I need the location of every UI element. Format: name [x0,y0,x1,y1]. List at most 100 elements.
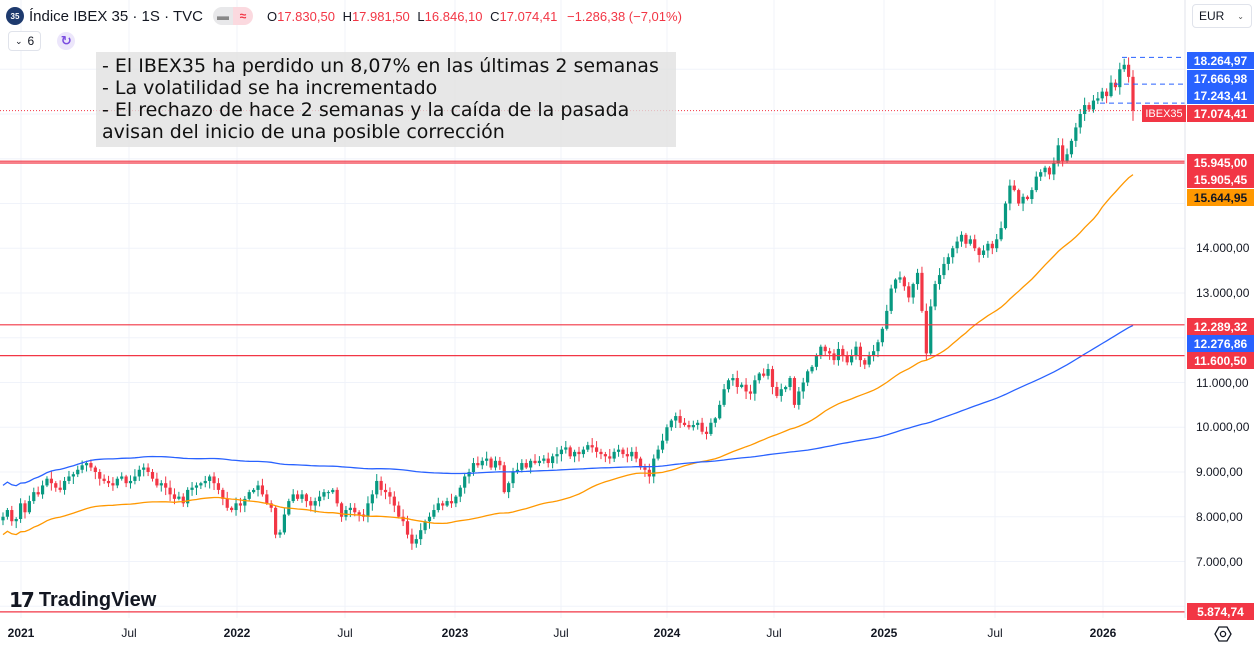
candle-body [164,483,168,488]
tradingview-logo-icon: 17 [9,588,35,612]
time-tick-label: 2023 [441,626,469,640]
candle-body [1008,185,1012,204]
price-tick-label: 13.000,00 [1196,286,1250,300]
approx-icon[interactable]: ≈ [232,7,253,25]
candle-body [181,496,185,504]
candle-body [199,483,203,486]
gear-icon[interactable] [1214,625,1232,643]
price-tag-label: 17.243,41 [1187,87,1254,104]
candle-body [388,492,392,497]
candle-body [493,460,498,468]
candle-body [753,380,757,394]
candle-body [243,498,247,506]
annotation-line-2: - La volatilidad se ha incrementado [102,77,438,99]
candle-body [691,425,695,428]
candle-body [810,366,814,372]
candle-body [172,494,177,499]
candle-body [313,501,317,506]
candle-body [902,277,906,287]
candle-body [832,353,836,361]
candle-body [616,449,621,452]
annotation-text-box[interactable]: - El IBEX35 ha perdido un 8,07% en las ú… [96,52,676,147]
chevron-down-icon: ⌄ [1237,11,1244,21]
candle-body [981,250,986,255]
candle-body [260,485,265,495]
candle-body [339,503,344,517]
candle-body [124,476,128,484]
candle-body [265,494,269,504]
price-tick-label: 7.000,00 [1196,554,1243,569]
candle-body [45,478,49,486]
candle-body [1061,145,1065,161]
candle-body [485,458,489,461]
candle-body [54,483,58,488]
candle-body [32,492,36,502]
candle-body [458,487,462,497]
candle-body [907,286,911,298]
candle-body [392,496,396,506]
minus-icon[interactable]: ▬ [212,7,233,25]
candle-body [511,472,515,484]
candle-body [603,454,607,457]
candle-body [76,469,80,475]
candle-body [106,480,111,484]
candle-body [498,460,502,466]
candle-body [10,510,14,522]
candle-body [128,480,133,484]
candle-body [252,489,256,493]
candle-body [1109,82,1113,97]
candle-body [414,539,418,544]
candle-body [665,427,669,441]
candle-body [1100,91,1104,99]
candle-body [643,467,647,470]
price-tag-label: 17.666,98 [1187,70,1254,87]
candle-body [920,272,924,311]
candle-body [682,422,687,426]
candle-body [792,378,797,405]
candle-body [520,463,524,470]
series-visibility-toggle[interactable]: ▬ ≈ [212,7,253,25]
candle-body [669,420,673,428]
indicators-collapse-button[interactable]: ⌄ 6 [8,31,42,51]
candle-body [630,451,634,457]
candle-body [1113,82,1118,88]
candle-body [1091,100,1096,110]
candle-body [898,277,902,280]
candle-body [524,463,528,468]
candle-body [858,346,862,361]
candle-body [1069,140,1074,155]
reload-icon[interactable]: ↻ [57,32,76,50]
candle-body [951,248,955,258]
candle-body [159,483,163,486]
candle-body [357,512,361,515]
candle-body [471,463,476,472]
candle-body [577,451,581,455]
candle-body [225,498,229,508]
candle-body [335,489,339,504]
tradingview-logo[interactable]: 17 TradingView [9,588,156,612]
candle-body [221,489,225,499]
candle-body [304,494,308,502]
candle-body [955,241,959,249]
candle-body [405,521,410,535]
candle-body [216,483,221,490]
candle-body [463,476,467,488]
high-label: H [342,8,352,24]
candle-body [379,480,383,490]
symbol-title[interactable]: Índice IBEX 35 · 1S · TVC [29,7,203,25]
candle-body [766,369,770,376]
time-tick-label: 2026 [1089,626,1117,640]
candle-body [322,492,326,497]
candle-body [942,263,946,276]
candle-body [331,489,335,493]
candle-body [1,516,5,521]
candle-body [977,248,981,255]
candle-body [1039,172,1043,177]
annotation-line-1: - El IBEX35 ha perdido un 8,07% en las ú… [102,55,659,77]
candle-body [529,460,533,468]
currency-select[interactable]: EUR ⌄ [1192,4,1252,28]
candle-body [467,472,471,477]
candle-body [551,456,555,464]
candle-body [295,494,300,499]
candle-body [788,378,792,387]
